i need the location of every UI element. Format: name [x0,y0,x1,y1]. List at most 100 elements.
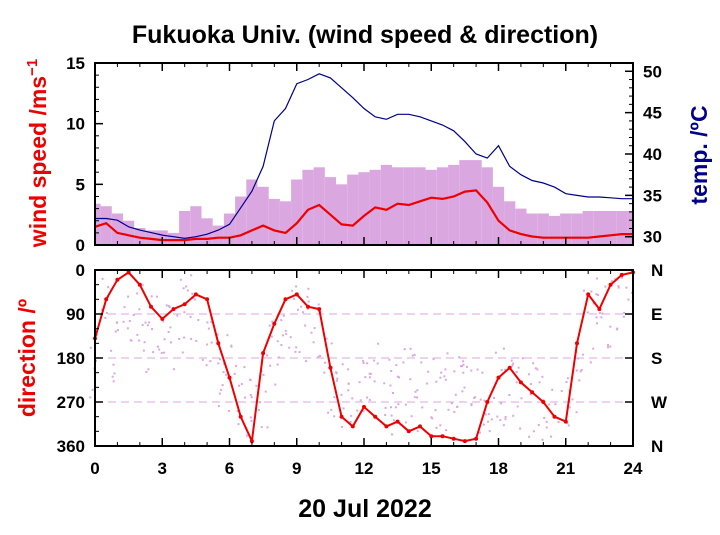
mean-direction-point [462,439,467,444]
gust-direction-point [439,376,442,379]
gust-direction-point [325,337,328,340]
gust-direction-point [397,403,400,406]
mean-direction-point [205,297,210,302]
gust-direction-point [163,338,166,341]
gust-direction-point [604,285,607,288]
gust-direction-point [276,340,279,343]
gust-direction-point [190,337,193,340]
gust-bar [235,196,247,245]
mean-direction-series [93,270,635,445]
hour-tick-label: 21 [556,459,575,478]
gust-direction-point [230,344,233,347]
gust-bar [616,211,628,245]
gust-direction-point [435,380,438,383]
gust-direction-point [101,277,104,280]
mean-direction-point [328,365,333,370]
gust-direction-point [404,403,407,406]
gust-direction-point [362,359,365,362]
gust-direction-point [144,321,147,324]
gust-direction-point [249,379,252,382]
hour-tick-label: 24 [624,459,643,478]
gust-bar [537,213,549,245]
gust-direction-point [617,286,620,289]
gust-direction-point [404,421,407,424]
gust-direction-point [168,306,171,309]
gust-direction-point [479,398,482,401]
mean-direction-point [530,390,535,395]
gust-direction-point [577,357,580,360]
gust-direction-point [502,424,505,427]
mean-direction-point [474,436,479,441]
gust-direction-point [390,406,392,409]
gust-direction-point [568,406,571,409]
gust-direction-point [627,298,630,301]
gust-direction-point [515,381,518,384]
gust-direction-point [391,433,394,436]
gust-direction-point [292,297,295,300]
gust-direction-point [416,430,419,433]
compass-tick-label: N [651,437,663,456]
gust-direction-point [127,295,130,298]
gust-direction-point [255,384,258,387]
gust-direction-point [621,276,623,279]
gust-direction-point [396,375,399,378]
gust-direction-point [122,320,125,323]
gust-direction-point [210,341,213,344]
gust-bar [336,184,348,245]
gust-direction-point [172,368,175,371]
gust-direction-point [294,350,297,353]
gust-direction-point [466,365,468,368]
hour-tick-label: 15 [422,459,441,478]
gust-direction-point [521,357,524,360]
gust-direction-point [601,312,604,315]
temp-tick-label: 40 [643,145,662,164]
gust-direction-point [301,311,304,314]
gust-direction-point [195,339,198,342]
gust-direction-point [114,330,117,333]
gust-direction-point [244,396,247,399]
gust-direction-point [270,335,273,338]
gust-direction-point [112,380,115,383]
gust-direction-point [510,359,513,362]
mean-direction-point [294,292,299,297]
gust-direction-point [197,319,200,321]
gust-direction-point [327,411,330,414]
gust-direction-point [250,396,253,399]
gust-direction-point [190,274,193,277]
gust-direction-point [185,285,188,288]
gust-direction-point [167,331,170,333]
gust-direction-point [508,394,511,396]
gust-direction-point [148,321,151,324]
gust-direction-point [462,360,465,363]
gust-direction-point [89,346,92,349]
gust-direction-point [444,368,447,371]
gust-direction-point [179,278,182,281]
gust-bar [392,167,404,245]
gust-bar [223,213,236,245]
gust-direction-point [220,388,223,391]
gust-direction-point [313,327,316,330]
mean-direction-point [227,375,232,380]
gust-direction-point [607,344,609,347]
gust-direction-point [517,366,520,369]
gust-direction-point [201,358,204,361]
gust-direction-point [157,345,159,348]
gust-direction-point [105,312,108,314]
gust-direction-point [289,336,292,339]
mean-direction-point [373,414,378,419]
gust-direction-point [545,426,548,429]
gust-direction-point [529,393,532,396]
gust-bar [515,208,527,245]
speed-tick-label: 15 [66,54,85,73]
top-axis-ticks: 0 5 10 15 30 35 40 45 50 [66,54,662,255]
speed-tick-label: 0 [76,236,85,255]
gust-direction-point [333,396,336,399]
gust-direction-point [181,351,184,354]
gust-direction-point [319,354,322,357]
gust-direction-point [333,415,336,418]
gust-direction-point [398,376,400,379]
gust-bar [459,160,471,245]
mean-direction-point [395,419,400,424]
temp-tick-label: 35 [643,186,662,205]
gust-direction-point [358,381,361,384]
